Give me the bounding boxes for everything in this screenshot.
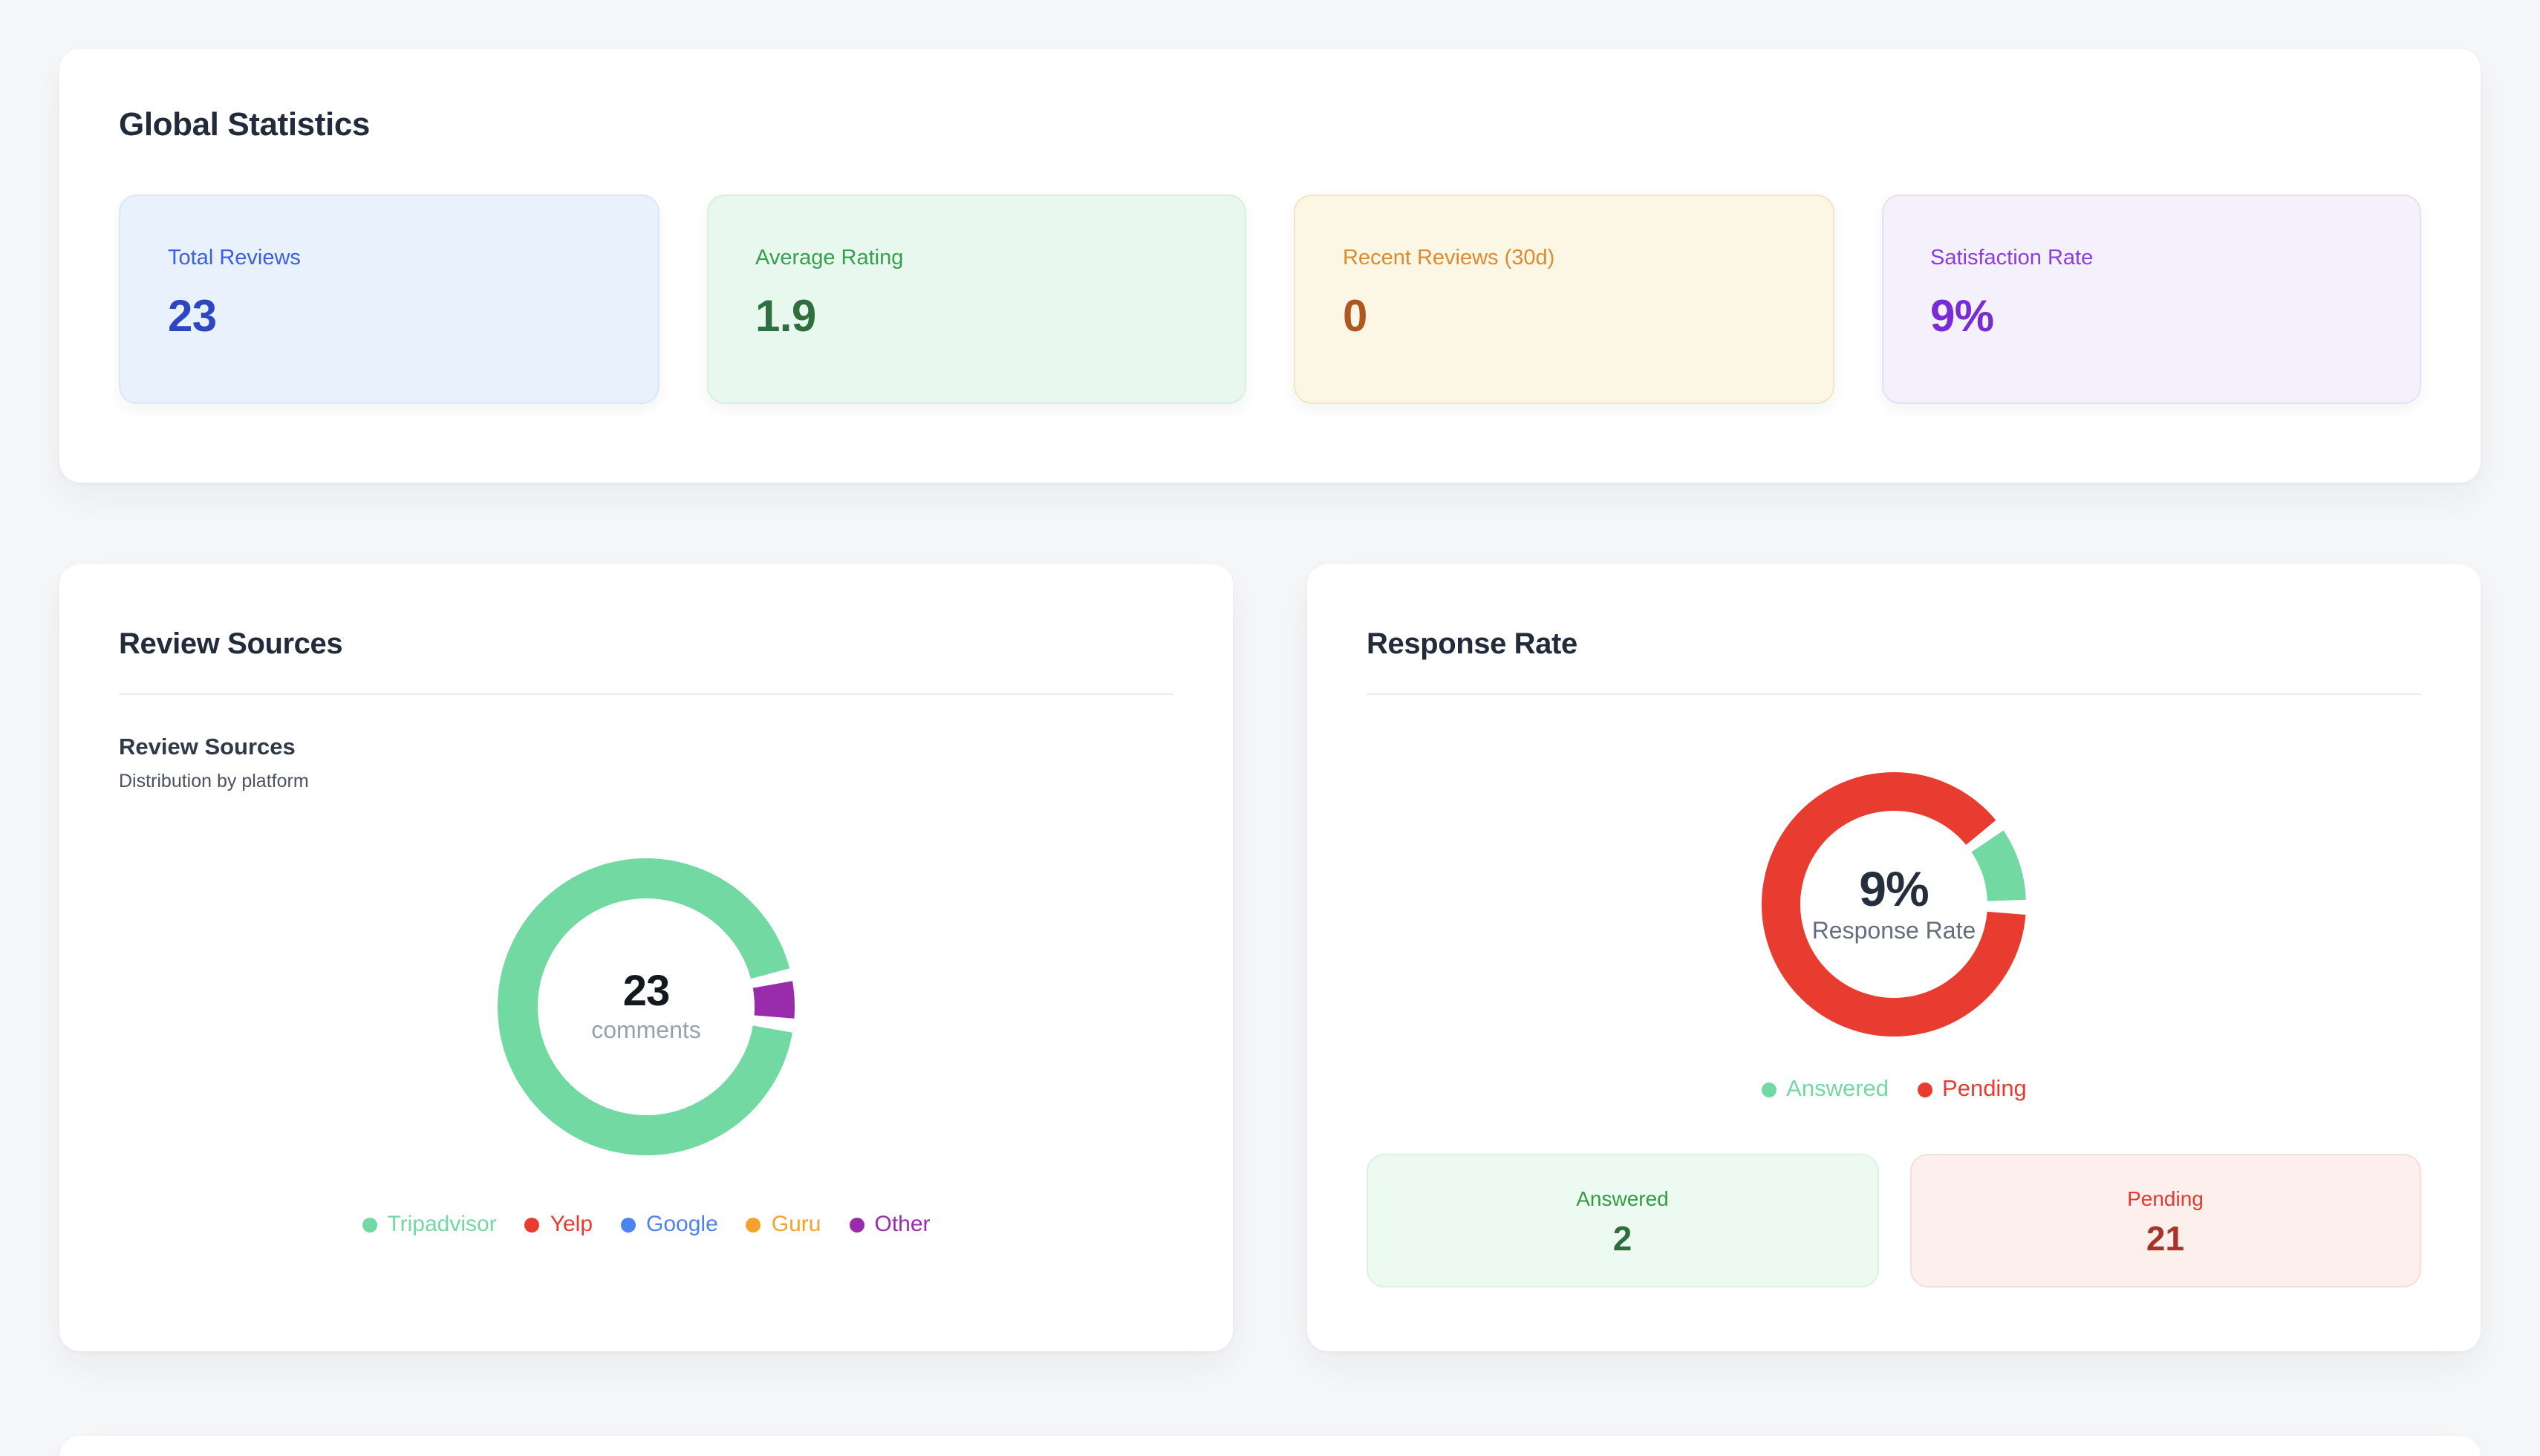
yelp-dot-icon	[524, 1217, 540, 1232]
legend-label: Tripadvisor	[387, 1212, 497, 1237]
donut-segment-answered	[1971, 830, 2026, 902]
global-statistics-card: Global Statistics Total Reviews 23 Avera…	[59, 49, 2481, 483]
response-rate-legend: Answered Pending	[1367, 1077, 2421, 1103]
donut-segment-other	[752, 981, 795, 1019]
review-sources-legend: Tripadvisor Yelp Google Guru Other	[119, 1212, 1173, 1237]
donut-chart-svg	[1762, 772, 2026, 1037]
stats-row: Total Reviews 23 Average Rating 1.9 Rece…	[119, 195, 2421, 404]
legend-label: Pending	[1942, 1077, 2027, 1102]
guru-dot-icon	[746, 1217, 761, 1232]
donut-segment-pending	[1762, 772, 2026, 1037]
stat-card-recent-reviews: Recent Reviews (30d) 0	[1294, 195, 1834, 404]
charts-row: Review Sources Review Sources Distributi…	[59, 564, 2481, 1351]
legend-item-other[interactable]: Other	[849, 1212, 931, 1237]
review-sources-description: Distribution by platform	[119, 771, 309, 791]
answered-box-value: 2	[1612, 1219, 1632, 1258]
divider	[119, 693, 1173, 695]
partial-bottom-card	[59, 1436, 2481, 1456]
review-sources-title: Review Sources	[119, 628, 343, 661]
stat-label: Satisfaction Rate	[1930, 247, 2094, 270]
stat-value: 9%	[1930, 293, 1994, 342]
stat-card-average-rating: Average Rating 1.9	[706, 195, 1246, 404]
legend-label: Guru	[771, 1212, 821, 1237]
answered-stat-box: Answered 2	[1367, 1154, 1878, 1287]
legend-item-pending[interactable]: Pending	[1917, 1077, 2027, 1103]
answered-dot-icon	[1761, 1083, 1777, 1097]
review-sources-card: Review Sources Review Sources Distributi…	[59, 564, 1233, 1351]
other-dot-icon	[849, 1217, 864, 1232]
legend-item-google[interactable]: Google	[621, 1212, 718, 1237]
tripadvisor-dot-icon	[362, 1217, 377, 1232]
stat-value: 23	[168, 293, 217, 342]
response-rate-card: Response Rate 9% Response Rate Answered …	[1307, 564, 2481, 1351]
legend-label: Yelp	[550, 1212, 593, 1237]
stat-label: Average Rating	[755, 247, 904, 270]
pending-box-label: Pending	[2127, 1186, 2204, 1210]
review-sources-subtitle: Review Sources	[119, 735, 296, 760]
stat-value: 1.9	[755, 293, 816, 342]
legend-item-tripadvisor[interactable]: Tripadvisor	[362, 1212, 497, 1237]
global-statistics-title: Global Statistics	[119, 105, 370, 143]
legend-label: Answered	[1786, 1077, 1889, 1102]
donut-segment-tripadvisor	[498, 858, 792, 1155]
stat-label: Recent Reviews (30d)	[1343, 247, 1555, 270]
stat-card-total-reviews: Total Reviews 23	[119, 195, 659, 404]
legend-item-answered[interactable]: Answered	[1761, 1077, 1889, 1103]
legend-label: Google	[646, 1212, 718, 1237]
legend-item-guru[interactable]: Guru	[746, 1212, 821, 1237]
response-stat-boxes: Answered 2 Pending 21	[1367, 1154, 2421, 1287]
stat-label: Total Reviews	[168, 247, 301, 270]
legend-item-yelp[interactable]: Yelp	[524, 1212, 593, 1237]
response-rate-title: Response Rate	[1367, 628, 1577, 661]
pending-dot-icon	[1917, 1083, 1932, 1097]
answered-box-label: Answered	[1576, 1186, 1669, 1210]
pending-stat-box: Pending 21	[1909, 1154, 2421, 1287]
response-rate-donut-chart: 9% Response Rate	[1760, 771, 2028, 1038]
google-dot-icon	[621, 1217, 636, 1232]
donut-chart-svg	[498, 858, 795, 1155]
pending-box-value: 21	[2146, 1219, 2185, 1258]
legend-label: Other	[874, 1212, 931, 1237]
stat-value: 0	[1343, 293, 1367, 342]
divider	[1367, 693, 2421, 695]
review-sources-donut-chart: 23 comments	[498, 858, 795, 1155]
stat-card-satisfaction-rate: Satisfaction Rate 9%	[1881, 195, 2421, 404]
